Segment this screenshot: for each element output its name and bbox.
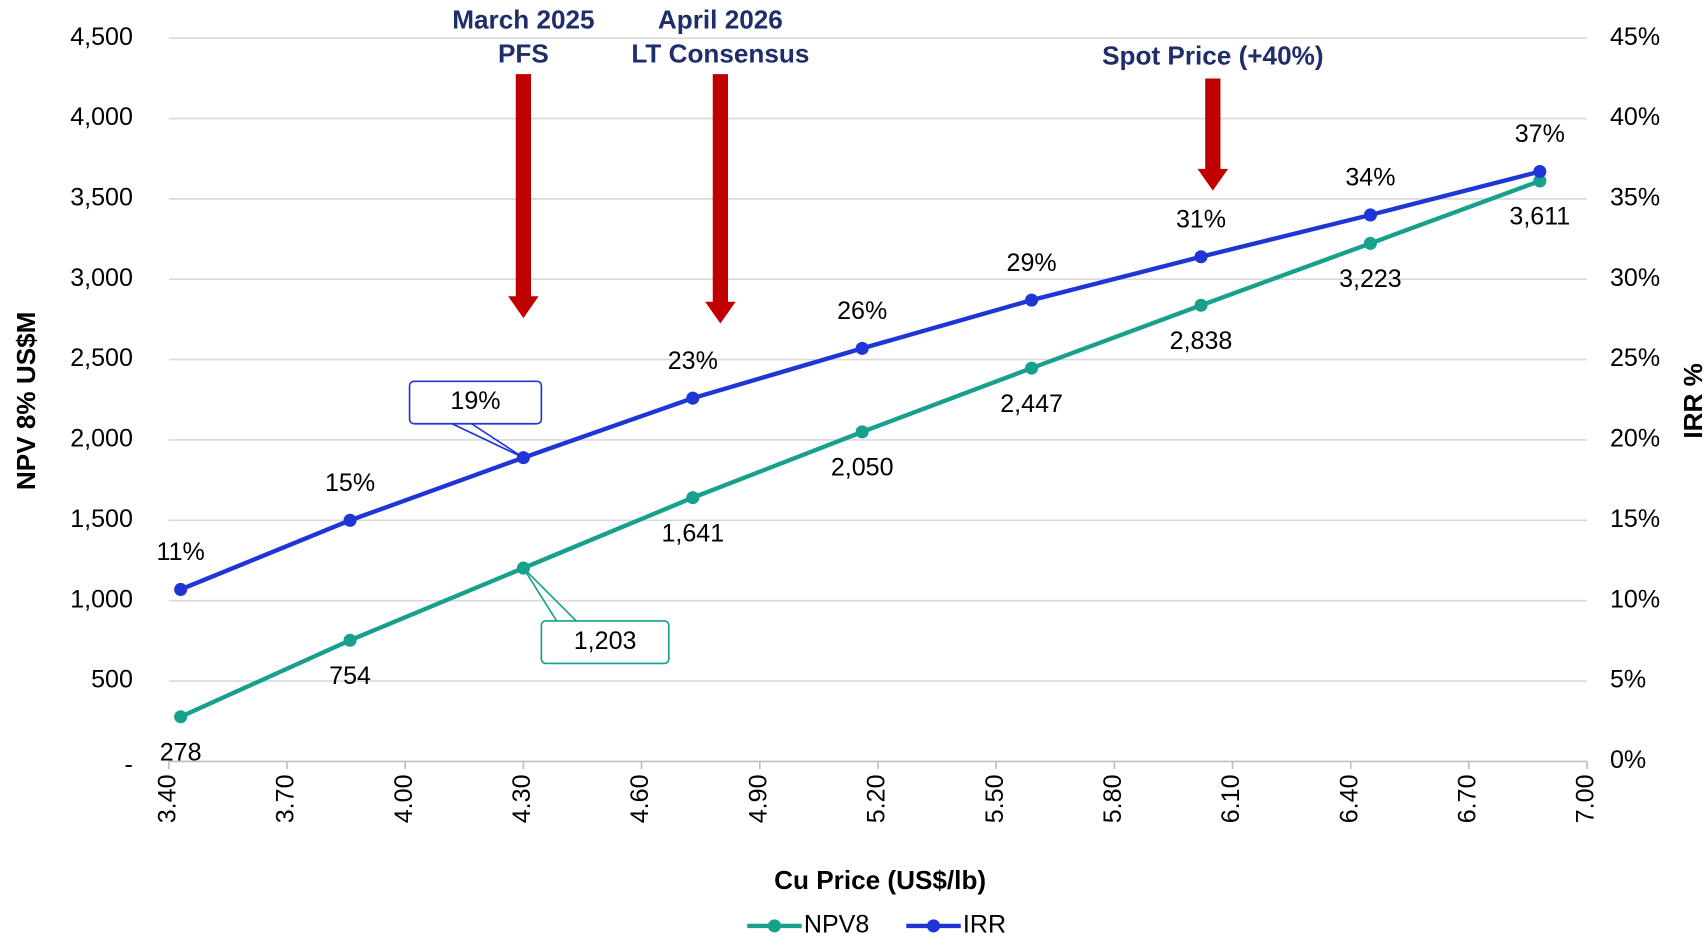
y-tick-label: 2,000 — [70, 425, 133, 453]
y2-tick-label: 30% — [1610, 264, 1660, 292]
y-tick-label: 1,500 — [70, 505, 133, 533]
y2-tick-label: 5% — [1610, 666, 1646, 694]
data-point — [1363, 236, 1377, 250]
data-point — [1363, 208, 1377, 222]
annotation-text: April 2026 — [658, 5, 783, 35]
y2-tick-label: 40% — [1610, 103, 1660, 131]
x-tick-label: 5.20 — [863, 775, 891, 824]
x-tick-label: 3.70 — [272, 775, 300, 824]
data-point — [1533, 165, 1547, 179]
data-label: 29% — [1007, 249, 1057, 277]
data-label: 19% — [450, 387, 500, 415]
y-tick-label: 3,000 — [70, 264, 133, 292]
data-label: 2,838 — [1170, 327, 1233, 355]
y-tick-label: 1,000 — [70, 585, 133, 613]
x-tick-label: 5.80 — [1099, 775, 1127, 824]
y-tick-label: - — [125, 750, 133, 778]
y2-tick-label: 15% — [1610, 505, 1660, 533]
data-point — [1533, 174, 1547, 188]
y2-tick-label: 20% — [1610, 425, 1660, 453]
data-point — [343, 513, 357, 527]
annotation-text: Spot Price (+40%) — [1102, 41, 1323, 71]
y2-tick-label: 45% — [1610, 23, 1660, 51]
series-line — [179, 178, 1541, 719]
y-tick-label: 3,500 — [70, 183, 133, 211]
legend-label: NPV8 — [804, 911, 869, 939]
data-label: 31% — [1176, 205, 1226, 233]
x-tick-label: 6.10 — [1217, 775, 1245, 824]
x-tick-label: 4.90 — [744, 775, 772, 824]
data-point — [686, 491, 700, 505]
data-label: 754 — [329, 662, 371, 690]
legend-label: IRR — [963, 911, 1006, 939]
data-label: 278 — [160, 738, 202, 766]
annotation-text: PFS — [498, 38, 549, 68]
data-point — [1194, 298, 1208, 312]
data-label: 23% — [668, 347, 718, 375]
data-label: 1,203 — [574, 627, 637, 655]
legend-marker — [767, 919, 782, 933]
data-point — [1194, 250, 1208, 264]
x-tick-label: 7.00 — [1572, 775, 1600, 824]
y2-tick-label: 0% — [1610, 746, 1646, 774]
y-tick-label: 500 — [91, 666, 133, 694]
data-label: 26% — [837, 297, 887, 325]
x-tick-label: 6.70 — [1454, 775, 1482, 824]
annotation-arrow — [508, 74, 539, 319]
x-tick-label: 4.60 — [626, 775, 654, 824]
callout-pointer — [522, 567, 577, 622]
x-tick-label: 4.30 — [508, 775, 536, 824]
x-tick-label: 4.00 — [390, 775, 418, 824]
data-label: 2,050 — [831, 454, 894, 482]
y2-tick-label: 35% — [1610, 183, 1660, 211]
callout-box — [540, 620, 670, 665]
data-label: 3,223 — [1339, 265, 1402, 293]
annotation-text: LT Consensus — [631, 38, 809, 68]
data-point — [686, 391, 700, 405]
y-axis-title: NPV 8% US$M — [11, 312, 41, 491]
x-tick-label: 6.40 — [1335, 775, 1363, 824]
y2-axis-title: IRR % — [1678, 363, 1708, 438]
legend-marker — [926, 919, 941, 933]
data-point — [855, 425, 869, 439]
data-point — [174, 710, 188, 724]
y-tick-label: 2,500 — [70, 344, 133, 372]
y2-tick-label: 10% — [1610, 585, 1660, 613]
callout-pointer — [451, 423, 524, 459]
data-label: 3,611 — [1509, 203, 1570, 231]
x-axis-title: Cu Price (US$/lb) — [774, 865, 986, 895]
data-label: 1,641 — [661, 519, 724, 547]
annotation-arrow — [1197, 78, 1229, 191]
y-tick-label: 4,500 — [70, 23, 133, 51]
y2-tick-label: 25% — [1610, 344, 1660, 372]
data-label: 2,447 — [1000, 390, 1063, 418]
annotation-arrow — [705, 74, 736, 324]
data-point — [1025, 293, 1039, 307]
y-tick-label: 4,000 — [70, 103, 133, 131]
callout-box — [408, 380, 543, 425]
data-point — [343, 633, 357, 647]
x-tick-label: 3.40 — [153, 775, 181, 824]
data-label: 15% — [325, 469, 375, 497]
data-label: 11% — [157, 538, 205, 566]
annotation-text: March 2025 — [452, 5, 594, 35]
data-label: 34% — [1345, 164, 1395, 192]
data-point — [855, 341, 869, 355]
x-tick-label: 5.50 — [981, 775, 1009, 824]
data-point — [1025, 361, 1039, 375]
data-point — [174, 582, 188, 596]
data-label: 37% — [1515, 120, 1565, 148]
series-line — [179, 169, 1541, 592]
